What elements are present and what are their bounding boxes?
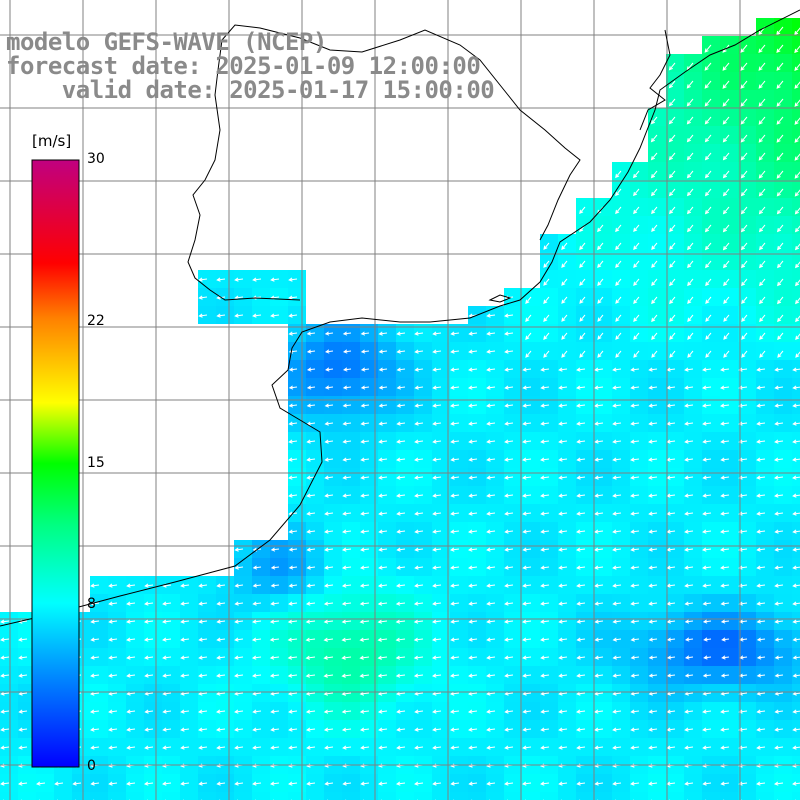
river-coast-line [187,24,581,301]
colorbar-tick-8: 8 [87,596,96,613]
colorbar-tick-22: 22 [87,312,105,329]
colorbar-tick-0: 0 [87,758,96,774]
colorbar-unit: [m/s] [32,132,72,150]
coastline [0,9,800,627]
title-block: modelo GEFS-WAVE (NCEP) forecast date: 2… [6,28,495,104]
lagoon-line [639,29,671,131]
colorbar-tick-30: 30 [87,151,105,167]
valid-date: valid date: 2025-01-17 15:00:00 [6,76,495,104]
forecast-date: forecast date: 2025-01-09 12:00:00 [6,52,481,80]
wind-speed-field [0,18,800,800]
model-title: modelo GEFS-WAVE (NCEP) [6,28,327,56]
colorbar-tick-15: 15 [87,454,105,471]
estuary-line [488,294,512,303]
